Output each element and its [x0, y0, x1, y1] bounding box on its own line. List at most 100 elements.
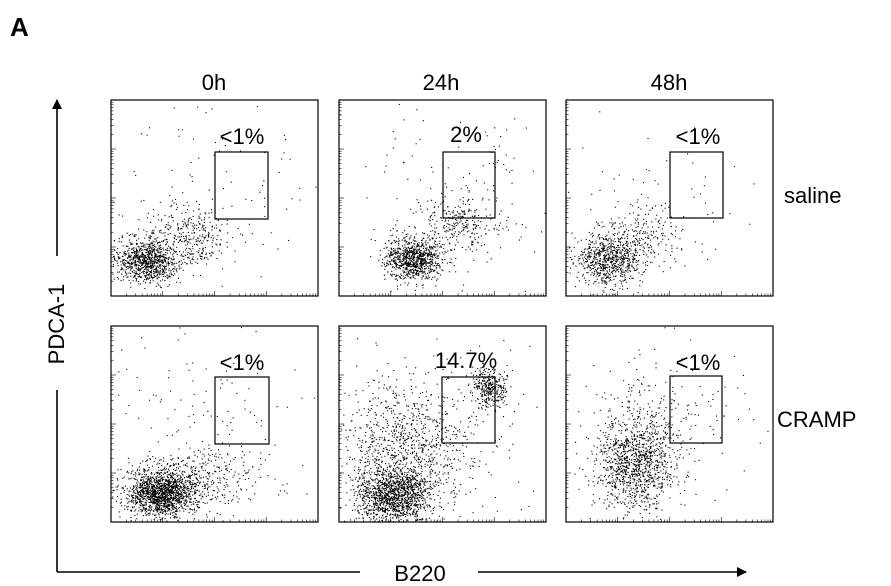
- scatter-point: [570, 250, 572, 252]
- scatter-point: [433, 206, 435, 208]
- scatter-point: [167, 503, 169, 505]
- scatter-point: [463, 229, 465, 231]
- scatter-point: [622, 265, 624, 267]
- scatter-point: [444, 210, 446, 212]
- scatter-point: [169, 495, 171, 497]
- scatter-point: [418, 255, 420, 257]
- scatter-point: [452, 225, 454, 227]
- scatter-point: [177, 224, 179, 226]
- gate-percent-label: <1%: [220, 124, 265, 149]
- scatter-point: [588, 254, 590, 256]
- scatter-point: [394, 256, 396, 258]
- scatter-point: [154, 238, 156, 240]
- scatter-point: [147, 251, 149, 253]
- scatter-point: [620, 281, 622, 283]
- scatter-point: [192, 138, 194, 140]
- scatter-point: [604, 257, 606, 259]
- scatter-point: [152, 476, 154, 478]
- scatter-point: [199, 241, 201, 243]
- scatter-point: [191, 258, 193, 260]
- scatter-point: [474, 210, 476, 212]
- scatter-point: [397, 252, 399, 254]
- scatter-point: [670, 222, 672, 224]
- scatter-point: [175, 209, 177, 211]
- scatter-point: [168, 216, 170, 218]
- scatter-point: [421, 242, 423, 244]
- scatter-point: [123, 259, 125, 261]
- scatter-point: [163, 259, 165, 261]
- scatter-point: [435, 262, 437, 264]
- scatter-point: [152, 240, 154, 242]
- scatter-point: [666, 217, 668, 219]
- scatter-point: [404, 246, 406, 248]
- scatter-point: [145, 262, 147, 264]
- scatter-point: [134, 274, 136, 276]
- scatter-point: [151, 268, 153, 270]
- scatter-point: [178, 488, 180, 490]
- scatter-point: [156, 250, 158, 252]
- scatter-point: [622, 285, 624, 287]
- scatter-point: [432, 219, 434, 221]
- scatter-point: [142, 501, 144, 503]
- scatter-point: [138, 257, 140, 259]
- scatter-point: [204, 229, 206, 231]
- scatter-point: [591, 264, 593, 266]
- scatter-point: [173, 512, 175, 514]
- scatter-point: [172, 505, 174, 507]
- scatter-point: [148, 266, 150, 268]
- scatter-point: [506, 129, 508, 131]
- scatter-point: [152, 477, 154, 479]
- scatter-point: [613, 222, 615, 224]
- scatter-point: [119, 252, 121, 254]
- scatter-point: [448, 242, 450, 244]
- scatter-point: [167, 493, 169, 495]
- scatter-point: [159, 512, 161, 514]
- scatter-point: [183, 497, 185, 499]
- scatter-point: [400, 278, 402, 280]
- scatter-point: [650, 245, 652, 247]
- scatter-point: [165, 513, 167, 515]
- scatter-point: [152, 232, 154, 234]
- scatter-point: [149, 252, 151, 254]
- scatter-point: [189, 480, 191, 482]
- scatter-point: [606, 234, 608, 236]
- scatter-point: [192, 222, 194, 224]
- scatter-point: [200, 242, 202, 244]
- scatter-point: [148, 254, 150, 256]
- scatter-point: [127, 506, 129, 508]
- scatter-point: [145, 512, 147, 514]
- scatter-point: [488, 163, 490, 165]
- scatter-point: [445, 252, 447, 254]
- scatter-point: [429, 217, 431, 219]
- scatter-point: [219, 244, 221, 246]
- scatter-point: [405, 250, 407, 252]
- scatter-point: [605, 254, 607, 256]
- scatter-point: [154, 501, 156, 503]
- scatter-point: [148, 509, 150, 511]
- scatter-point: [603, 280, 605, 282]
- row-label-saline: saline: [784, 183, 841, 208]
- scatter-point: [131, 251, 133, 253]
- scatter-point: [406, 264, 408, 266]
- scatter-point: [172, 485, 174, 487]
- scatter-point: [592, 262, 594, 264]
- scatter-point: [192, 501, 194, 503]
- scatter-point: [414, 237, 416, 239]
- scatter-point: [602, 247, 604, 249]
- scatter-point: [445, 213, 447, 215]
- scatter-point: [605, 245, 607, 247]
- scatter-point: [153, 270, 155, 272]
- scatter-point: [393, 260, 395, 262]
- scatter-point: [191, 176, 193, 178]
- scatter-point: [434, 231, 436, 233]
- scatter-point: [174, 268, 176, 270]
- scatter-point: [409, 247, 411, 249]
- scatter-point: [194, 497, 196, 499]
- scatter-point: [396, 263, 398, 265]
- scatter-point: [458, 146, 460, 148]
- scatter-point: [590, 252, 592, 254]
- scatter-point: [657, 183, 659, 185]
- scatter-point: [128, 272, 130, 274]
- scatter-point: [151, 485, 153, 487]
- scatter-point: [641, 274, 643, 276]
